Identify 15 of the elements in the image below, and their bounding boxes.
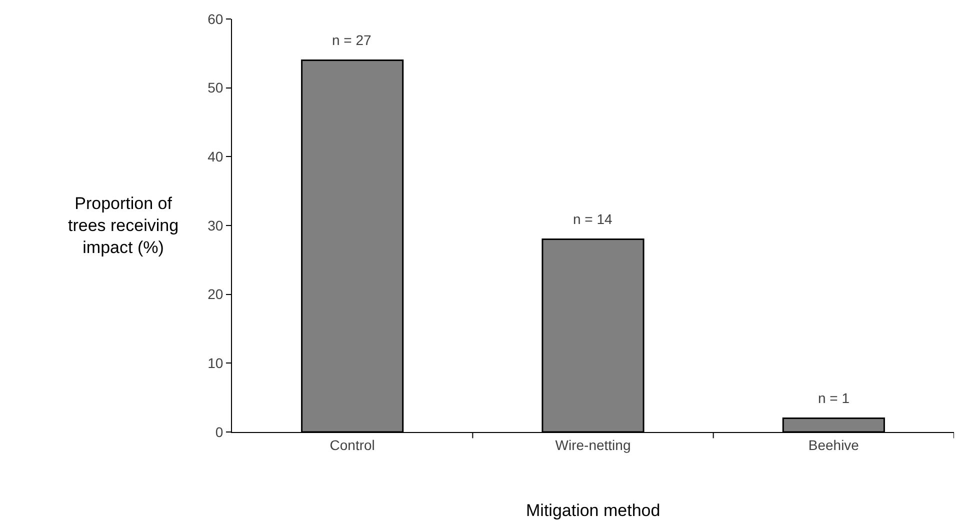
x-tick-label: Beehive (808, 436, 860, 453)
x-axis-title: Mitigation method (526, 501, 660, 520)
y-tick-label: 10 (208, 355, 224, 372)
y-tick-label: 30 (208, 217, 224, 234)
y-tick-label: 40 (208, 148, 224, 165)
annotation: n = 27 (332, 32, 372, 48)
y-tick-label: 50 (208, 80, 224, 96)
y-tick-label: 60 (208, 10, 224, 27)
y-tick-label: 20 (208, 286, 224, 302)
annotation: n = 1 (818, 390, 850, 406)
y-tick-label: 0 (215, 424, 224, 440)
y-axis-title: Proportion of trees receiving impact (%) (68, 194, 179, 258)
x-tick-label: Control (330, 436, 375, 453)
x-tick-label: Wire-netting (555, 436, 631, 453)
annotation: n = 14 (573, 211, 613, 227)
